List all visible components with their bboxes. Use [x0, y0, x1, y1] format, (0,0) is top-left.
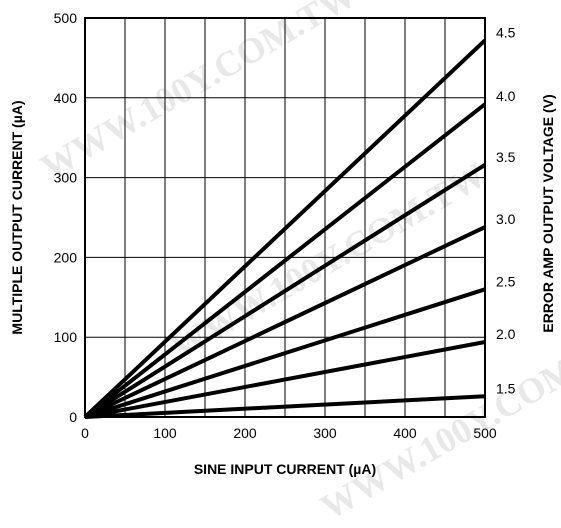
- y-tick-label: 500: [54, 10, 78, 26]
- grid: [85, 18, 485, 417]
- y2-axis-label: ERROR AMP OUTPUT VOLTAGE (V): [540, 94, 556, 332]
- y-axis-label: MULTIPLE OUTPUT CURRENT (µA): [9, 100, 25, 334]
- y-tick-label: 0: [69, 409, 77, 425]
- y2-tick-label: 4.0: [496, 88, 516, 104]
- y-tick-label: 200: [54, 249, 78, 265]
- y2-tick-label: 4.5: [496, 24, 516, 40]
- y2-tick-label: 2.0: [496, 326, 516, 342]
- x-axis-label: SINE INPUT CURRENT (µA): [194, 461, 376, 477]
- series-line-2.5: [84, 287, 486, 419]
- plot-frame: [84, 17, 486, 418]
- y-tick-label: 300: [54, 170, 78, 186]
- y-tick-label: 100: [54, 329, 78, 345]
- y2-tick-label: 3.5: [496, 149, 516, 165]
- x-tick-labels: 0 100 200 300 400 500: [81, 425, 497, 441]
- series-line-2.0: [84, 340, 486, 419]
- series-line-1.5: [84, 394, 486, 419]
- x-tick-label: 100: [153, 425, 177, 441]
- y2-tick-label: 1.5: [496, 380, 516, 396]
- y2-tick-labels: 1.5 2.0 2.5 3.0 3.5 4.0 4.5: [496, 24, 516, 396]
- x-tick-label: 300: [313, 425, 337, 441]
- y-tick-label: 400: [54, 90, 78, 106]
- series-line-3.5: [83, 163, 487, 419]
- y2-tick-label: 2.5: [496, 273, 516, 289]
- x-tick-label: 500: [473, 425, 497, 441]
- y-tick-labels: 0 100 200 300 400 500: [54, 10, 78, 425]
- series-line-4.0: [83, 102, 487, 419]
- series-line-4.5: [83, 38, 487, 419]
- x-tick-label: 400: [393, 425, 417, 441]
- chart: 0 100 200 300 400 500 0 100 200 300 400 500 1.5 2.0…: [9, 10, 556, 477]
- x-tick-label: 200: [233, 425, 257, 441]
- series-line-3.0: [84, 225, 486, 419]
- series-lines: [83, 38, 487, 419]
- y2-tick-label: 3.0: [496, 211, 516, 227]
- x-tick-label: 0: [81, 425, 89, 441]
